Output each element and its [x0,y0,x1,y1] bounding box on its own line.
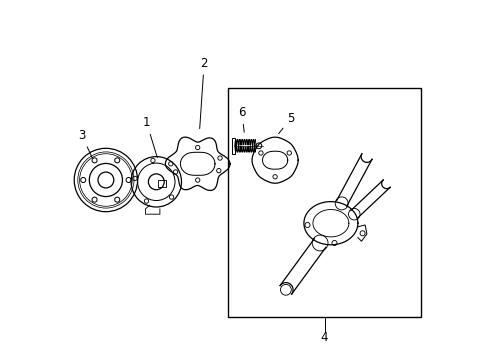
Text: 6: 6 [238,106,245,132]
Text: 3: 3 [78,129,92,158]
Text: 4: 4 [320,331,327,344]
Text: 1: 1 [142,116,157,158]
Text: 2: 2 [199,57,207,129]
Bar [231,138,234,154]
Bar [228,88,420,317]
Bar [158,180,165,187]
Text: 5: 5 [278,112,294,134]
